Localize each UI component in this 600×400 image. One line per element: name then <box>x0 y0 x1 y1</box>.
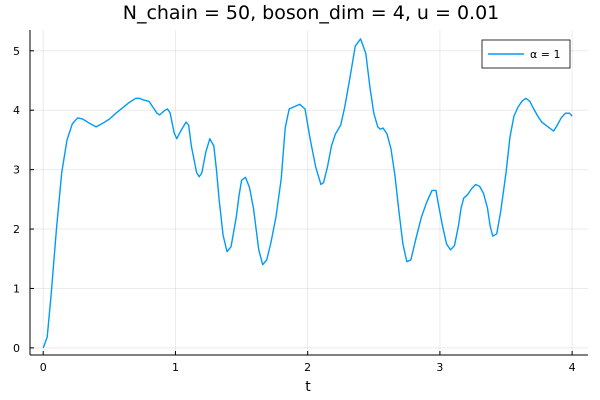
x-tick-label: 3 <box>436 361 443 374</box>
y-tick-label: 3 <box>13 164 20 177</box>
axes <box>29 30 588 356</box>
x-tick-label: 0 <box>40 361 47 374</box>
y-tick-label: 4 <box>13 104 20 117</box>
x-axis-label: t <box>305 379 311 395</box>
series-layer <box>42 38 573 349</box>
y-tick-label: 1 <box>13 282 20 295</box>
x-tick-label: 2 <box>304 361 311 374</box>
series-line <box>42 38 573 349</box>
tick-labels: 0 1 2 3 4 0 1 2 3 4 5 <box>13 45 576 374</box>
chart-title: N_chain = 50, boson_dim = 4, u = 0.01 <box>123 2 500 24</box>
y-tick-label: 0 <box>13 342 20 355</box>
y-tick-label: 5 <box>13 45 20 58</box>
grid <box>30 30 588 355</box>
legend: α = 1 <box>481 39 571 69</box>
legend-label: α = 1 <box>530 48 560 61</box>
x-tick-label: 1 <box>172 361 179 374</box>
y-tick-label: 2 <box>13 223 20 236</box>
x-tick-label: 4 <box>569 361 576 374</box>
